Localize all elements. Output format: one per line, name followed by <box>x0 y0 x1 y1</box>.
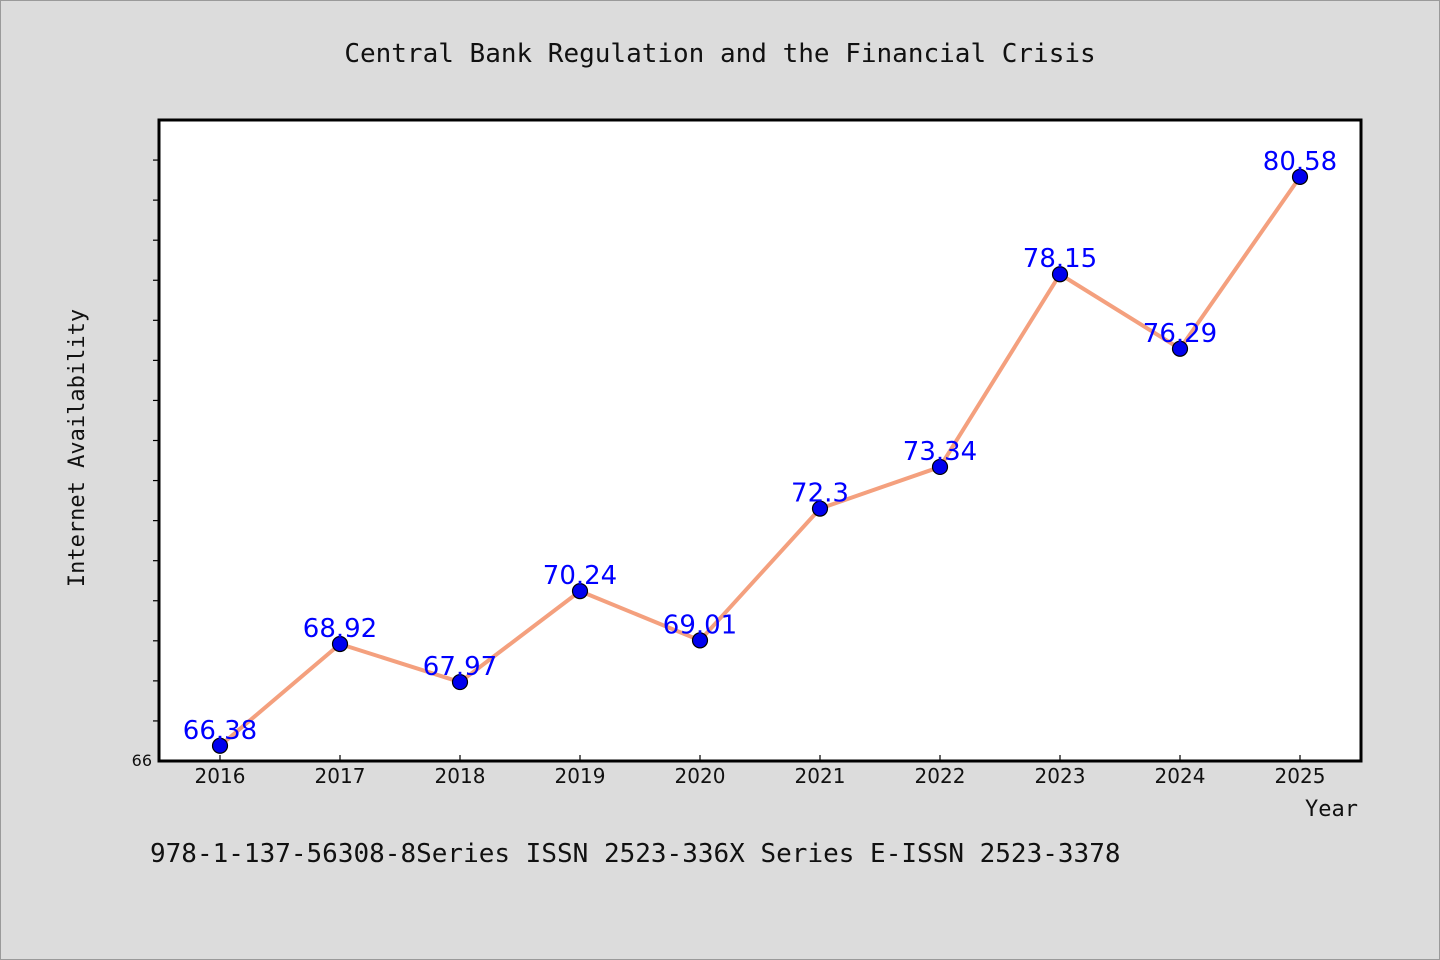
x-tick-label: 2022 <box>915 764 966 788</box>
data-point <box>451 673 469 691</box>
x-tick-label: 2017 <box>315 764 366 788</box>
x-tick-label: 2021 <box>795 764 846 788</box>
series-markers <box>211 168 1309 754</box>
x-tick-label: 2025 <box>1275 764 1326 788</box>
x-tick-label: 2018 <box>435 764 486 788</box>
data-label: 67.97 <box>423 652 497 682</box>
data-point <box>211 737 229 754</box>
data-point <box>931 458 949 476</box>
data-label: 80.58 <box>1263 147 1337 177</box>
x-tick-label: 2019 <box>555 764 606 788</box>
y-axis-min-label: 66 <box>132 751 152 770</box>
data-point <box>1051 266 1069 283</box>
data-label: 70.24 <box>543 561 617 591</box>
data-point <box>1171 340 1189 357</box>
data-label: 68.92 <box>303 614 377 644</box>
data-label: 72.3 <box>791 479 849 509</box>
data-point <box>811 500 829 517</box>
chart-title: Central Bank Regulation and the Financia… <box>344 39 1095 69</box>
data-label: 66.38 <box>183 716 257 746</box>
x-tick-label: 2024 <box>1155 764 1206 788</box>
x-axis-tick-labels: 2016 2017 2018 2019 2020 2021 2022 2023 2024 2025 <box>195 764 1326 788</box>
plot-area <box>157 118 1363 763</box>
data-labels: 66.38 68.92 67.97 70.24 69.01 72.3 73.34 78.15 7… <box>183 147 1337 746</box>
data-point <box>331 635 349 653</box>
series-line <box>218 175 1302 748</box>
footer-isbn-text: 978-1-137-56308-8Series ISSN 2523-336X S… <box>150 839 1121 869</box>
data-label: 73.34 <box>903 437 977 467</box>
data-point <box>1291 168 1309 185</box>
data-label: 78.15 <box>1023 244 1097 274</box>
y-axis-ticks <box>153 159 159 722</box>
x-axis-label: Year <box>1305 797 1358 822</box>
x-tick-label: 2016 <box>195 764 246 788</box>
x-tick-label: 2020 <box>675 764 726 788</box>
x-tick-label: 2023 <box>1035 764 1086 788</box>
x-axis-ticks <box>219 755 1301 761</box>
data-point <box>571 583 589 600</box>
data-label: 76.29 <box>1143 319 1217 349</box>
y-axis-label: Internet Availability <box>65 309 90 587</box>
data-label: 69.01 <box>663 610 737 640</box>
data-point <box>691 632 709 649</box>
